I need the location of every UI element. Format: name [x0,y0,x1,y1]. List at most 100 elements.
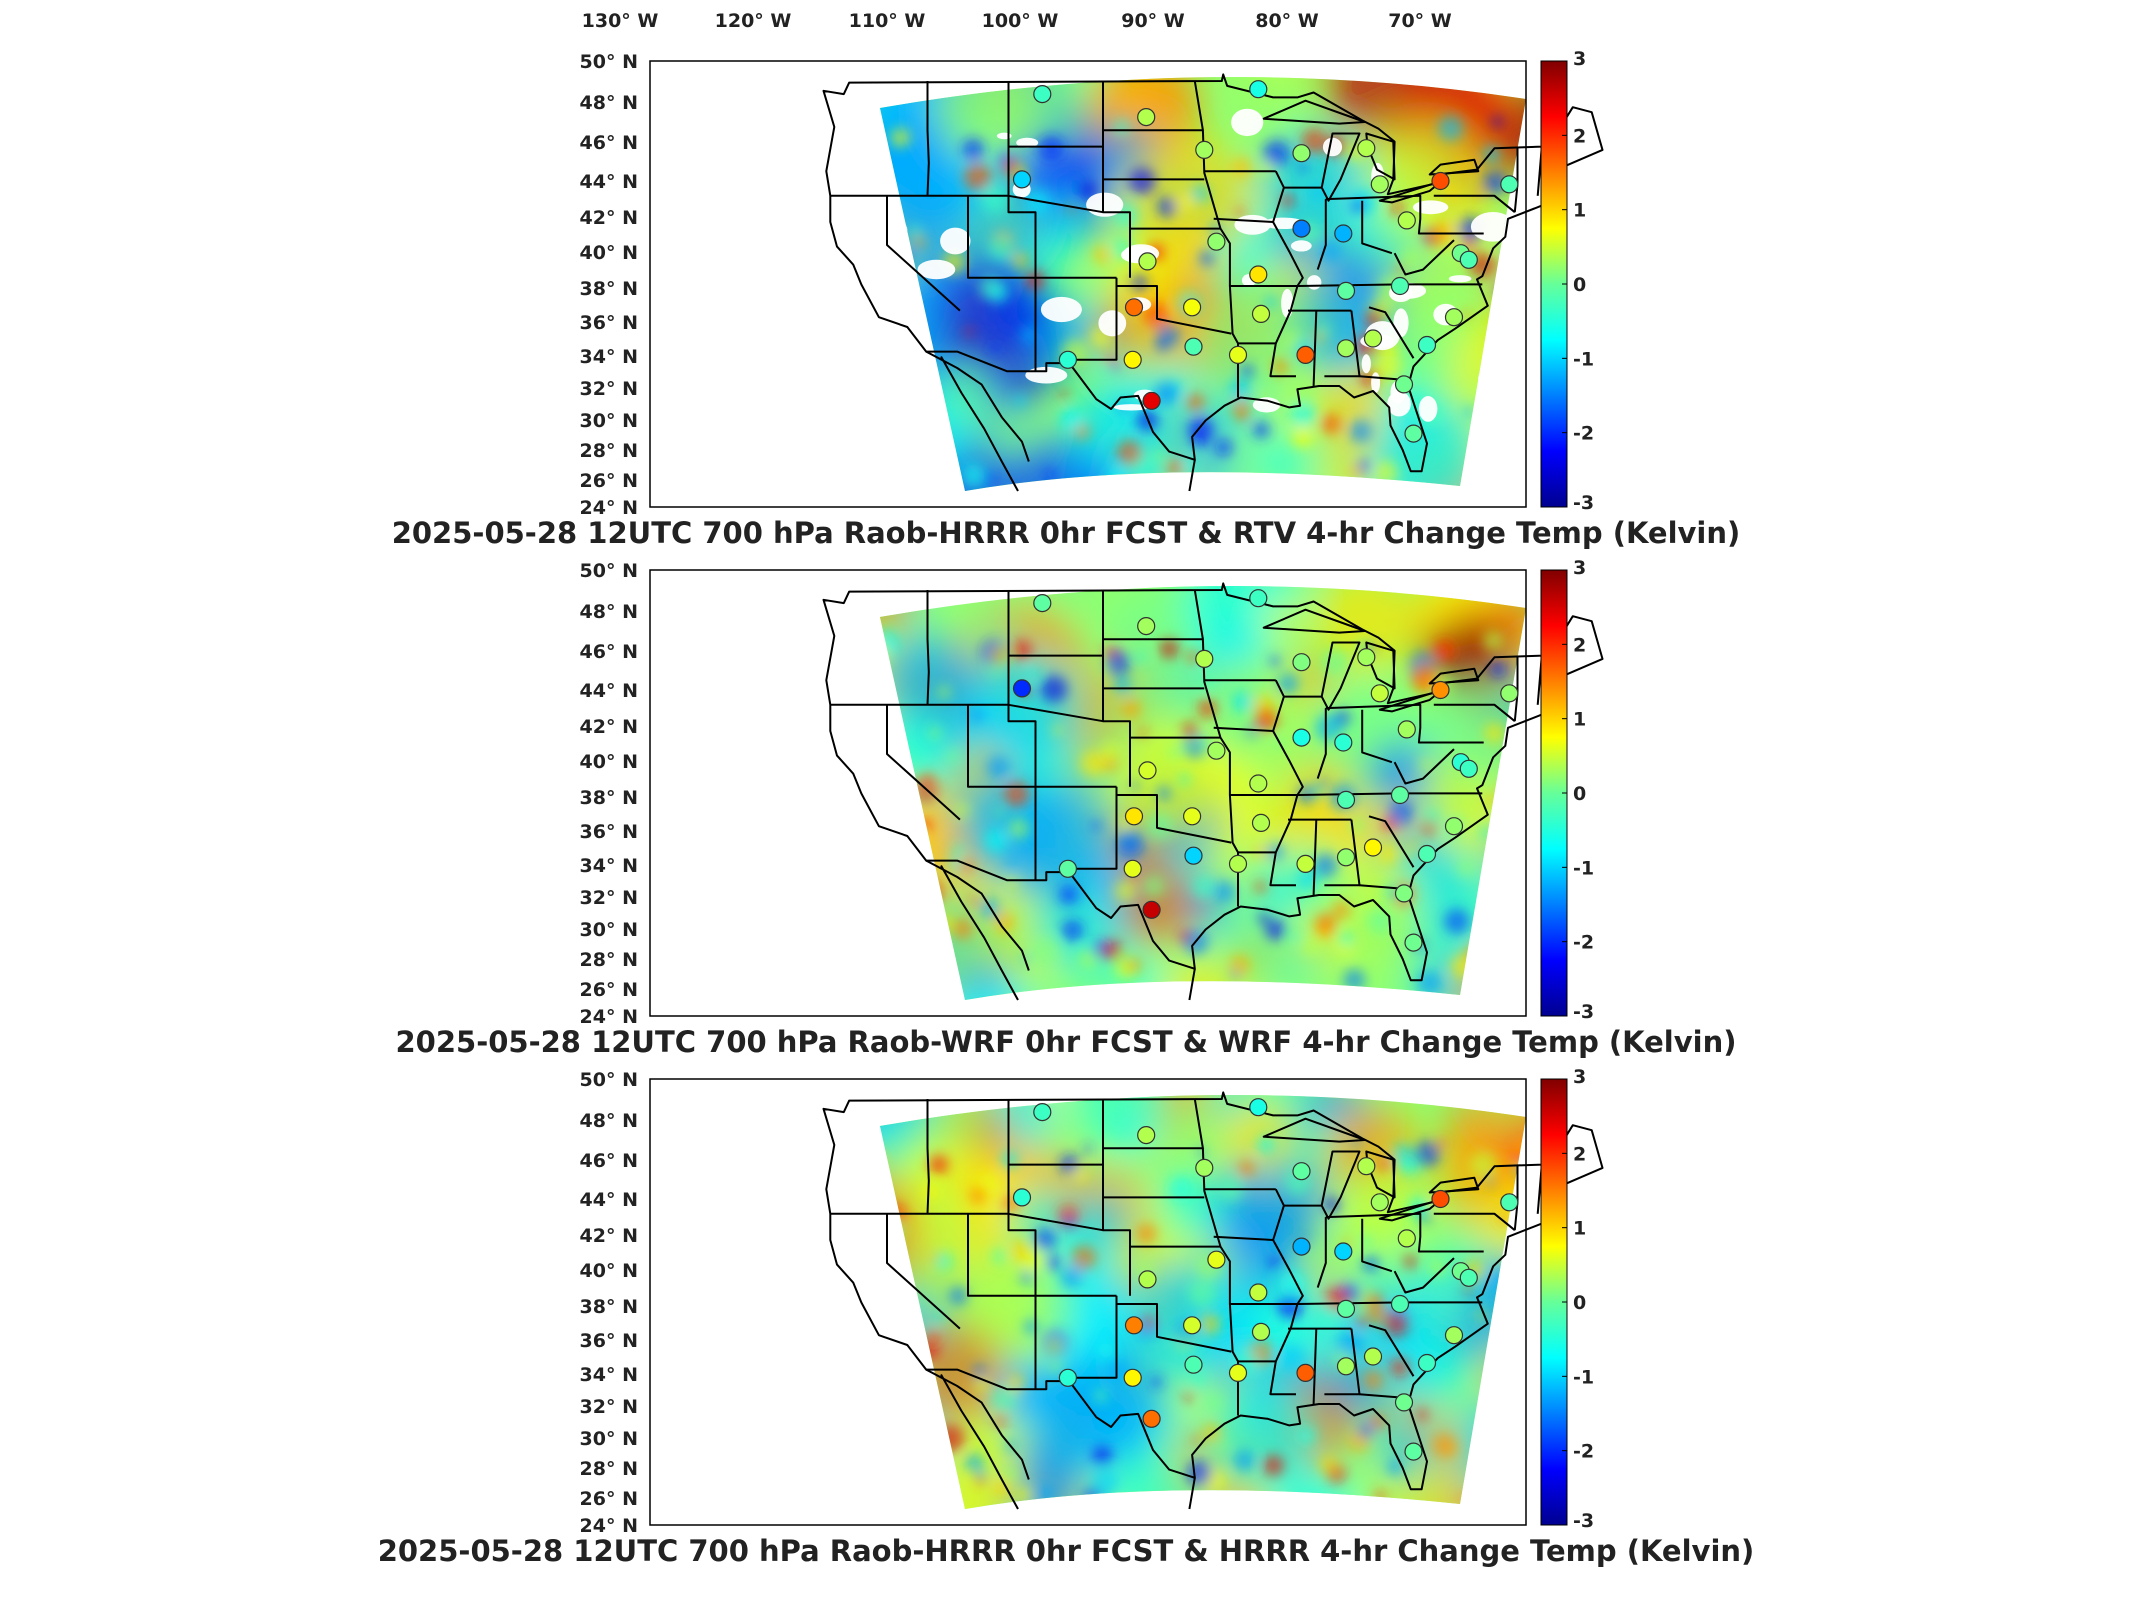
colorbar-tick-label: 0 [1573,783,1586,805]
state-border [1067,786,1118,870]
state-border [1361,1218,1393,1273]
raob-station-marker [1370,175,1389,194]
mexico-coast [925,859,1030,971]
lat-tick-label: 38° N [580,787,638,809]
raob-stations-1 [1012,80,1519,443]
raob-station-marker [1249,774,1268,793]
colorbar-tick-label: 3 [1573,48,1586,70]
state-border [1213,217,1274,223]
raob-station-marker [1058,1368,1078,1387]
state-border [1272,1188,1304,1362]
lon-tick-label: 90° W [1121,10,1185,32]
panel-title: 2025-05-28 12UTC 700 hPa Raob-HRRR 0hr F… [378,1534,1755,1568]
state-border [886,195,961,312]
baja-coast [940,356,1019,492]
state-border [1067,1295,1118,1379]
raob-station-marker [1137,1125,1156,1145]
mexico-gulf-coast [1188,1477,1196,1510]
state-border [1213,726,1274,732]
panel-title: 2025-05-28 12UTC 700 hPa Raob-HRRR 0hr F… [392,516,1741,550]
us-coastline [822,1091,1604,1491]
state-border [1007,1099,1037,1390]
mexico-gulf-coast [1188,968,1196,1001]
raob-station-marker [1292,728,1311,747]
raob-station-marker [1228,1363,1248,1383]
lat-tick-label: 36° N [580,821,638,843]
panel-title: 2025-05-28 12UTC 700 hPa Raob-WRF 0hr FC… [395,1025,1736,1059]
lat-tick-label: 50° N [580,1069,638,1091]
raob-stations-2 [1012,589,1519,952]
state-border [1102,590,1131,787]
raob-station-marker [1137,107,1156,127]
great-lake [1320,132,1361,202]
raob-station-marker [1012,1188,1032,1207]
state-border [1393,239,1455,276]
raob-station-marker [1404,1442,1423,1461]
raob-station-marker [1444,308,1464,327]
lon-tick-label: 100° W [982,10,1059,32]
lat-tick-label: 24° N [580,497,638,519]
raob-station-marker [1123,350,1142,369]
raob-station-marker [1292,144,1311,163]
state-border [1361,709,1393,764]
map-panel-2: 50° N 48° N 46° N 44° N 42° N 40° N 38° N 36° N… [395,557,1736,1059]
colorbar-tick-label: 1 [1573,709,1586,731]
raob-station-marker [1251,1322,1271,1342]
raob-station-marker [1459,759,1478,778]
raob-station-marker [1334,1242,1353,1261]
raob-station-marker [1394,375,1414,394]
raob-station-marker [1336,339,1356,358]
map-frame [649,569,1527,1017]
raob-station-marker [1417,1353,1437,1373]
raob-station-marker [1397,1229,1416,1248]
state-border [1067,277,1118,361]
great-lake [1378,180,1443,204]
baja-coast [940,1374,1019,1510]
state-border [1116,1303,1232,1353]
map-frame [649,1078,1527,1526]
raob-station-marker [1336,281,1356,300]
great-lake [1320,641,1361,711]
raob-station-marker [1033,593,1052,613]
mexico-gulf-coast [1188,459,1196,492]
state-border [1368,1324,1415,1377]
lat-tick-label: 50° N [580,560,638,582]
raob-stations-3 [1012,1098,1519,1461]
colorbar-tick-label: 2 [1573,1143,1586,1165]
state-border [1238,1360,1296,1396]
lat-tick-label: 32° N [580,887,638,909]
lat-tick-label: 32° N [580,1396,638,1418]
colorbar-tick-label: 2 [1573,634,1586,656]
lon-tick-label: 80° W [1255,10,1319,32]
raob-station-marker [1357,139,1376,158]
lon-tick-label: 130° W [582,10,659,32]
state-border [1007,81,1037,372]
colorbar-tick-label: -1 [1573,857,1594,879]
colorbar-tick-label: 1 [1573,200,1586,222]
state-border [1393,748,1455,785]
raob-station-marker [1500,684,1519,703]
lat-tick-label: 50° N [580,51,638,73]
state-border [1007,590,1037,881]
lon-tick-label: 110° W [849,10,926,32]
raob-station-marker [1292,219,1311,238]
lat-tick-label: 44° N [580,1189,638,1211]
state-border [1312,1328,1318,1405]
great-lake [1262,1117,1366,1143]
map-frame [649,60,1527,508]
lat-tick-label: 24° N [580,1006,638,1028]
mexico-coast [925,350,1030,462]
lat-tick-label: 38° N [580,278,638,300]
raob-station-marker [1207,741,1226,760]
great-lake [1320,1150,1361,1220]
raob-station-marker [1296,854,1315,874]
raob-station-marker [1500,1193,1519,1212]
colorbar-tick-label: -3 [1573,1510,1594,1532]
raob-station-marker [1404,933,1423,952]
colorbar-tick-label: -1 [1573,1366,1594,1388]
raob-station-marker [1207,232,1226,251]
state-border [1102,1099,1131,1296]
raob-station-marker [1431,171,1450,191]
raob-station-marker [1404,424,1423,443]
lat-tick-label: 46° N [580,132,638,154]
